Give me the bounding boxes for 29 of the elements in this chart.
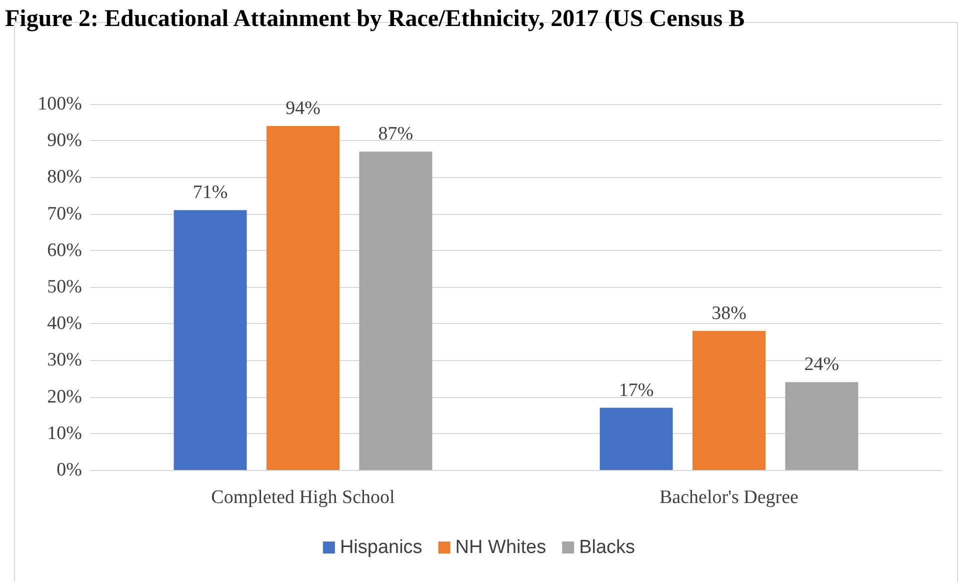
bar bbox=[785, 382, 858, 470]
y-tick-label: 20% bbox=[47, 386, 82, 408]
text: 24% bbox=[804, 354, 840, 376]
x-tick-label: Bachelor's Degree bbox=[660, 487, 798, 508]
y-tick-label: 70% bbox=[47, 203, 82, 224]
chart-title: Figure 2: Educational Attainment by Race/Ethnicity, 2017 (US Census B bbox=[5, 6, 745, 32]
y-tick-label: 30% bbox=[47, 350, 82, 371]
x-tick-label: Completed High School bbox=[211, 487, 395, 508]
y-tick-label: 10% bbox=[47, 422, 82, 444]
bar bbox=[266, 126, 340, 470]
bar bbox=[692, 330, 766, 470]
y-tick-label: 100% bbox=[38, 94, 82, 114]
legend-label: Blacks bbox=[579, 537, 636, 558]
y-tick-label: 0% bbox=[56, 460, 82, 480]
legend-label: NH Whites bbox=[455, 537, 546, 558]
y-tick-label: 80% bbox=[47, 166, 82, 188]
legend-label: Hispanics bbox=[340, 537, 422, 558]
text: 17% bbox=[618, 380, 654, 401]
y-tick-label: 40% bbox=[47, 313, 82, 334]
text: 87% bbox=[378, 124, 414, 145]
y-tick-label: 90% bbox=[47, 130, 82, 152]
bar bbox=[600, 408, 673, 470]
y-tick-label: 60% bbox=[47, 240, 82, 261]
bar bbox=[359, 152, 432, 470]
text: 71% bbox=[192, 182, 228, 204]
text: 94% bbox=[286, 98, 320, 119]
bar bbox=[174, 210, 247, 470]
text: 38% bbox=[712, 302, 746, 324]
y-tick-label: 50% bbox=[47, 276, 82, 298]
